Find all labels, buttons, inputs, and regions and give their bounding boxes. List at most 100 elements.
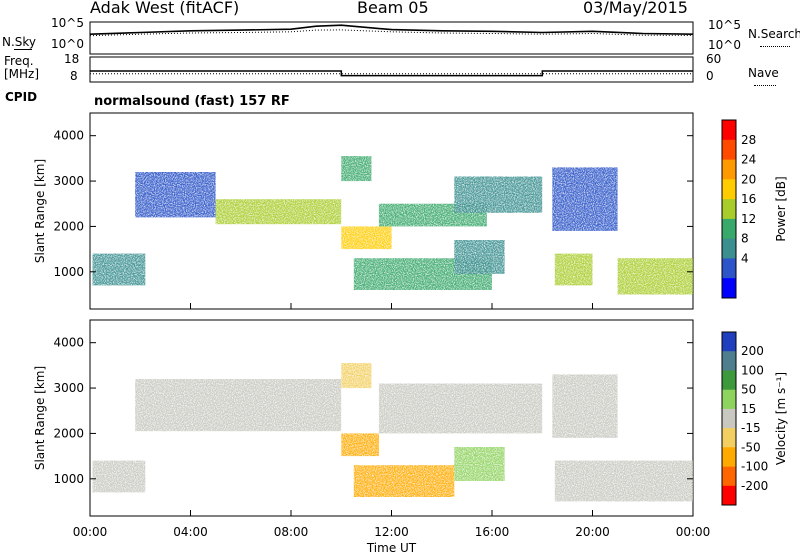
velocity-region-0 [92, 460, 146, 493]
velocity-ytick-label-3: 4000 [53, 336, 84, 350]
power-ytick-label-2: 3000 [53, 174, 84, 188]
power-region-10 [554, 253, 593, 286]
power-colorbar-swatch-0 [722, 120, 736, 141]
velocity-region-2 [341, 433, 379, 457]
power-ylabel: Slant Range [km] [33, 159, 47, 263]
nave-tick-top: 60 [706, 52, 722, 66]
velocity-ylabel: Slant Range [km] [33, 366, 47, 470]
power-region-6 [454, 176, 543, 213]
power-colorbar-tick-4: 12 [741, 212, 756, 226]
power-region-8 [454, 240, 505, 274]
power-colorbar-swatch-2 [722, 159, 736, 180]
velocity-colorbar-swatch-3 [722, 389, 736, 410]
nsky-panel-frame [89, 21, 694, 55]
power-region-9 [552, 167, 618, 231]
power-region-4 [341, 156, 372, 182]
velocity-colorbar-tick-5: -50 [741, 440, 761, 454]
power-colorbar-label: Power [dB] [774, 176, 788, 241]
velocity-region-3 [341, 363, 372, 389]
velocity-colorbar-swatch-5 [722, 428, 736, 448]
xtick-label-4: 16:00 [475, 525, 510, 539]
xtick-label-5: 20:00 [575, 525, 610, 539]
nave-legend-line [754, 85, 776, 86]
series-line-n-search [89, 29, 694, 37]
velocity-region-6 [454, 447, 505, 481]
freq-panel-frame [89, 56, 694, 83]
nave-label: Nave [748, 66, 779, 80]
power-colorbar-swatch-3 [722, 179, 736, 200]
nsearch-tick-top: 10^5 [708, 18, 741, 32]
velocity-colorbar-tick-4: -15 [741, 421, 761, 435]
power-colorbar-swatch-8 [722, 278, 736, 299]
velocity-colorbar-tick-2: 50 [741, 383, 756, 397]
freq-tick-bottom: 8 [70, 69, 78, 83]
beam-label: Beam 05 [357, 0, 429, 17]
power-colorbar-tick-5: 8 [741, 232, 749, 246]
date-label: 03/May/2015 [583, 0, 688, 17]
velocity-colorbar-swatch-6 [722, 447, 736, 467]
power-colorbar-tick-3: 16 [741, 192, 756, 206]
power-ytick-label-1: 2000 [53, 219, 84, 233]
power-colorbar-tick-2: 20 [741, 172, 756, 186]
xtick-label-6: 00:00 [676, 525, 711, 539]
nsearch-label: N.Search [748, 27, 800, 41]
power-colorbar-swatch-1 [722, 139, 736, 160]
velocity-colorbar-tick-0: 200 [741, 344, 764, 358]
velocity-colorbar-swatch-4 [722, 408, 736, 429]
freq-label: Freq. [4, 54, 34, 68]
nave-tick-bottom: 0 [706, 69, 714, 83]
velocity-colorbar-tick-7: -200 [741, 479, 768, 493]
velocity-region-8 [554, 460, 693, 502]
velocity-colorbar-swatch-2 [722, 370, 736, 390]
nsky-label: N.Sky [2, 35, 37, 49]
velocity-region-7 [552, 374, 618, 438]
nsearch-tick-bottom: 10^0 [708, 38, 741, 52]
velocity-colorbar-frame [721, 331, 737, 506]
xtick-label-3: 12:00 [374, 525, 409, 539]
power-colorbar-swatch-7 [722, 258, 736, 279]
velocity-colorbar-swatch-0 [722, 332, 736, 352]
freq-line [90, 70, 693, 77]
power-region-1 [135, 172, 216, 218]
power-region-0 [92, 253, 146, 286]
cpid-value: normalsound (fast) 157 RF [94, 94, 290, 109]
freq-tick-top: 18 [64, 52, 80, 66]
power-region-2 [215, 199, 342, 225]
nsky-tick-bottom: 10^0 [51, 37, 84, 51]
series-line-n-sky [89, 24, 694, 35]
velocity-colorbar-label: Velocity [m s⁻¹] [774, 372, 788, 465]
velocity-colorbar-tick-1: 100 [741, 363, 764, 377]
power-colorbar-swatch-5 [722, 218, 736, 240]
mhz-label: [MHz] [4, 67, 40, 81]
power-colorbar-tick-1: 24 [741, 153, 756, 167]
xaxis-label: Time UT [366, 541, 417, 554]
power-colorbar-tick-6: 4 [741, 251, 749, 265]
velocity-colorbar-swatch-1 [722, 351, 736, 371]
velocity-ytick-label-1: 2000 [53, 426, 84, 440]
xtick-label-2: 08:00 [274, 525, 309, 539]
power-colorbar-tick-0: 28 [741, 133, 756, 147]
xtick-label-1: 04:00 [173, 525, 208, 539]
velocity-colorbar-swatch-8 [722, 485, 736, 506]
velocity-colorbar-swatch-7 [722, 466, 736, 487]
velocity-region-1 [135, 379, 342, 432]
power-colorbar-swatch-4 [722, 199, 736, 220]
velocity-ytick-label-0: 1000 [53, 472, 84, 486]
power-colorbar-swatch-6 [722, 238, 736, 259]
nsky-tick-top: 10^5 [51, 16, 84, 30]
velocity-region-5 [353, 465, 455, 497]
nsky-legend-line [14, 49, 32, 50]
power-region-11 [617, 258, 693, 295]
velocity-colorbar-tick-3: 15 [741, 402, 756, 416]
velocity-region-4 [378, 383, 543, 434]
xtick-label-0: 00:00 [73, 525, 108, 539]
power-ytick-label-0: 1000 [53, 265, 84, 279]
station-title: Adak West (fitACF) [90, 0, 240, 17]
cpid-label: CPID [5, 90, 38, 104]
power-colorbar-frame [721, 119, 737, 299]
power-region-3 [341, 226, 392, 250]
velocity-ytick-label-2: 3000 [53, 381, 84, 395]
power-ytick-label-3: 4000 [53, 129, 84, 143]
nsearch-legend-line [760, 46, 790, 47]
